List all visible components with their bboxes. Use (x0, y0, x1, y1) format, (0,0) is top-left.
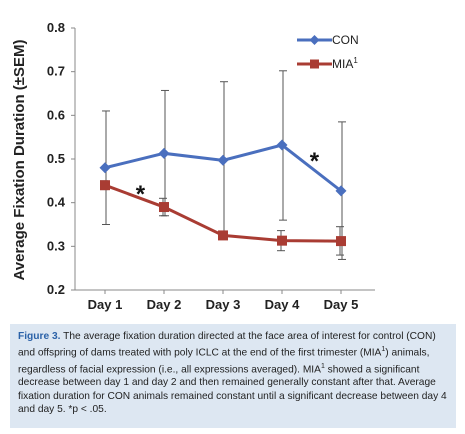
caption-sup-1: 1 (381, 346, 386, 354)
y-axis-title: Average Fixation Duration (±SEM) (11, 39, 28, 280)
data-point (159, 202, 169, 213)
y-tick-label: 0.3 (47, 238, 65, 253)
x-tick-label: Day 3 (206, 297, 241, 312)
significance-marker: * (310, 148, 320, 175)
data-point (336, 236, 346, 247)
data-point (218, 230, 228, 241)
data-point (99, 162, 111, 174)
x-axis-ticks: Day 1 Day 2 Day 3 Day 4 Day 5 (88, 290, 359, 312)
x-tick-label: Day 2 (147, 297, 182, 312)
data-point (100, 180, 110, 191)
y-tick-label: 0.8 (47, 20, 65, 35)
data-point (158, 147, 170, 159)
y-axis-ticks: 0.2 0.3 0.4 0.5 0.6 0.7 0.8 (47, 20, 75, 297)
legend: CON MIA1 (297, 33, 359, 71)
data-point (217, 154, 229, 166)
caption-label: Figure 3. (18, 331, 61, 342)
x-tick-label: Day 1 (88, 297, 123, 312)
line-chart: Average Fixation Duration (±SEM) 0.20.30… (11, 20, 375, 312)
caption-text-1: The average fixation duration directed a… (18, 331, 436, 359)
y-tick-label: 0.4 (47, 195, 66, 210)
annotations: ** (136, 148, 320, 208)
series-mia (100, 180, 346, 256)
caption-text-3: showed a significant decrease between da… (18, 364, 447, 415)
y-tick-label: 0.6 (47, 107, 65, 122)
series-layer (99, 70, 347, 260)
y-tick-label: 0.7 (47, 64, 65, 79)
legend-item-mia: MIA1 (297, 56, 358, 71)
legend-marker-con (309, 35, 320, 45)
legend-label-mia-sup: 1 (353, 56, 358, 65)
legend-label-con: CON (332, 33, 359, 47)
data-point (276, 139, 288, 151)
data-point (335, 185, 347, 197)
x-tick-label: Day 4 (265, 297, 300, 312)
legend-item-con: CON (297, 33, 359, 47)
figure-caption: Figure 3. The average fixation duration … (10, 324, 456, 428)
x-tick-label: Day 5 (324, 297, 359, 312)
y-tick-label: 0.2 (47, 282, 65, 297)
caption-sup-2: 1 (320, 362, 325, 370)
legend-label-mia: MIA1 (332, 56, 358, 71)
significance-marker: * (136, 181, 146, 208)
y-tick-label: 0.5 (47, 151, 65, 166)
data-point (277, 235, 287, 246)
legend-marker-mia (310, 59, 319, 69)
legend-label-mia-text: MIA (332, 57, 353, 71)
caption-text-2: ) animals, regardless of facial expressi… (18, 347, 430, 376)
